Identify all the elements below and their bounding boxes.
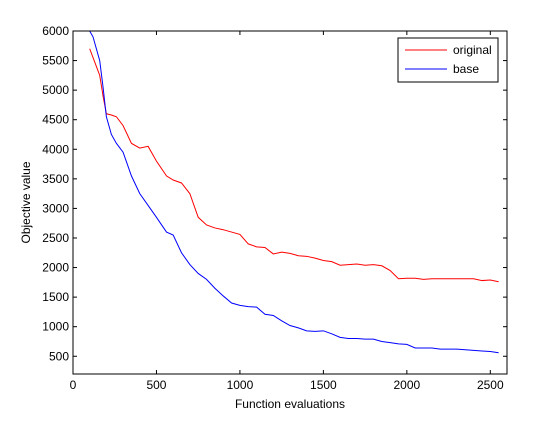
x-tick-label: 1000 — [227, 378, 254, 392]
x-axis-label: Function evaluations — [235, 397, 345, 411]
y-tick-label: 5500 — [42, 54, 69, 68]
x-tick-label: 2500 — [477, 378, 504, 392]
y-tick-label: 6000 — [42, 24, 69, 38]
y-tick-label: 1500 — [42, 290, 69, 304]
y-tick-label: 5000 — [42, 83, 69, 97]
y-tick-label: 4000 — [42, 142, 69, 156]
x-tick-label: 500 — [146, 378, 166, 392]
axes-background — [73, 31, 507, 374]
y-axis: 500 1000 1500 2000 2500 3000 3500 4000 4500 5000 5… — [42, 24, 507, 363]
y-tick-label: 3500 — [42, 172, 69, 186]
x-tick-label: 0 — [70, 378, 77, 392]
y-tick-label: 2500 — [42, 231, 69, 245]
x-tick-label: 1500 — [310, 378, 337, 392]
legend-label-original: original — [453, 43, 492, 57]
legend: original base — [397, 37, 499, 83]
series-line-base — [89, 30, 499, 354]
y-tick-label: 1000 — [42, 320, 69, 334]
axes-box — [72, 30, 508, 375]
series-layer — [89, 30, 499, 354]
y-tick-label: 500 — [49, 349, 69, 363]
x-axis: 0 500 1000 1500 2000 2500 — [70, 31, 504, 392]
legend-box — [397, 37, 499, 83]
x-tick-label: 2000 — [393, 378, 420, 392]
y-tick-label: 4500 — [42, 113, 69, 127]
y-tick-label: 2000 — [42, 261, 69, 275]
legend-label-base: base — [453, 62, 479, 76]
series-line-original — [89, 48, 499, 283]
y-tick-label: 3000 — [42, 201, 69, 215]
y-axis-label: Objective value — [19, 161, 33, 243]
